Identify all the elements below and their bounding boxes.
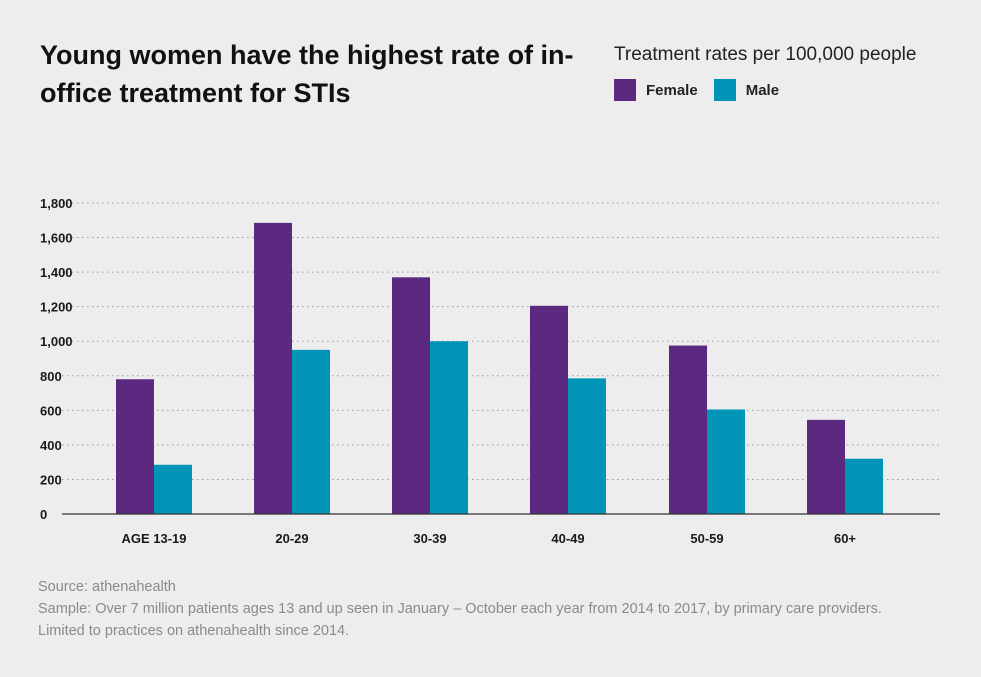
x-tick-label: 30-39: [413, 531, 446, 546]
y-tick-label: 600: [40, 403, 62, 418]
footnotes: Source: athenahealth Sample: Over 7 mill…: [38, 576, 882, 642]
legend-item-female: Female: [614, 79, 698, 101]
y-tick-label: 1,400: [40, 265, 73, 280]
bar-male: [845, 458, 883, 514]
female-swatch: [614, 79, 636, 101]
bar-female: [807, 419, 845, 514]
bar-male: [430, 341, 468, 514]
y-tick-label: 800: [40, 369, 62, 384]
x-tick-label: 20-29: [275, 531, 308, 546]
bar-female: [254, 222, 292, 514]
legend-item-male: Male: [713, 79, 780, 101]
y-tick-label: 1,200: [40, 300, 73, 315]
sample-note: Sample: Over 7 million patients ages 13 …: [38, 601, 882, 617]
legend-label-female: Female: [646, 81, 698, 99]
x-tick-label: AGE 13-19: [121, 531, 186, 546]
bar-male: [292, 349, 330, 514]
bar-male: [154, 464, 192, 514]
x-tick-label: 40-49: [551, 531, 584, 546]
bar-male: [707, 409, 745, 514]
bar-male: [568, 378, 606, 514]
sample-note-continued: Limited to practices on athenahealth sin…: [38, 623, 350, 639]
bar-female: [669, 345, 707, 514]
male-swatch: [713, 79, 736, 101]
y-tick-label: 400: [40, 438, 62, 453]
legend-title: Treatment rates per 100,000 people: [614, 44, 917, 65]
y-tick-label: 1,000: [40, 334, 73, 349]
chart-title: Young women have the highest rate of in-…: [40, 40, 574, 108]
legend: Female Male: [614, 79, 795, 101]
bar-female: [530, 305, 568, 514]
source-note: Source: athenahealth: [38, 579, 176, 595]
y-tick-label: 1,800: [40, 196, 73, 211]
y-tick-label: 1,600: [40, 231, 73, 246]
x-tick-label: 50-59: [690, 531, 723, 546]
y-tick-label: 200: [40, 472, 62, 487]
bar-female: [116, 379, 154, 514]
y-tick-label: 0: [40, 507, 47, 522]
bar-female: [392, 277, 430, 514]
x-tick-label: 60+: [834, 531, 856, 546]
legend-label-male: Male: [745, 81, 780, 99]
